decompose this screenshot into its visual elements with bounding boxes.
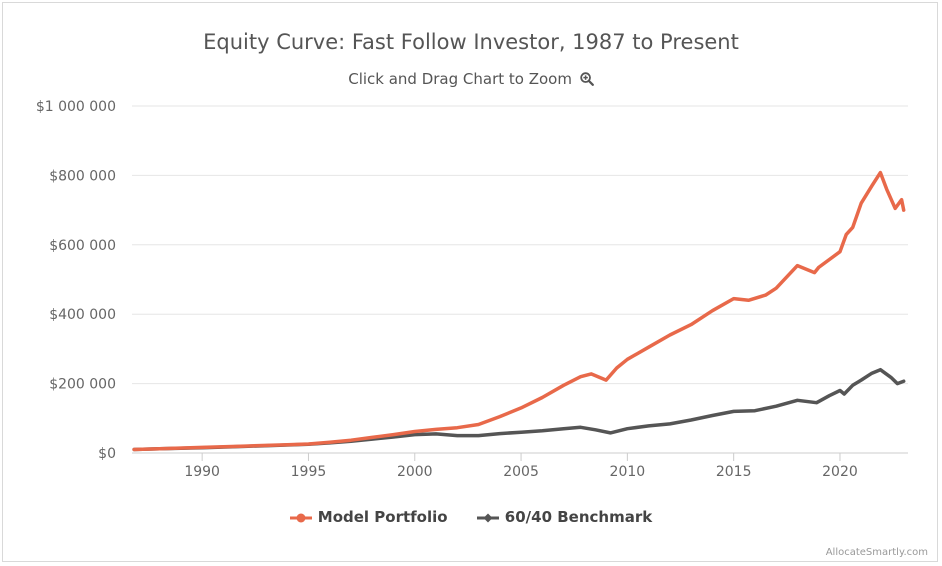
y-tick-label: $200 000 [49, 377, 116, 393]
legend-label-6040-benchmark: 60/40 Benchmark [504, 508, 653, 526]
y-tick-label: $800 000 [49, 168, 116, 184]
chart-subtitle[interactable]: Click and Drag Chart to Zoom [0, 70, 942, 88]
chart-legend: Model Portfolio 60/40 Benchmark [0, 508, 942, 526]
x-tick-label: 2020 [822, 464, 858, 480]
y-tick-label: $1 000 000 [36, 99, 116, 115]
x-tick-label: 1990 [184, 464, 220, 480]
chart-title: Equity Curve: Fast Follow Investor, 1987… [203, 30, 739, 54]
legend-item-model-portfolio[interactable]: Model Portfolio [289, 508, 448, 526]
legend-item-6040-benchmark[interactable]: 60/40 Benchmark [476, 508, 653, 526]
credits-link[interactable]: AllocateSmartly.com [825, 547, 928, 558]
x-tick-label: 2000 [397, 464, 433, 480]
series-line-model-portfolio[interactable] [132, 170, 906, 452]
y-tick-label: $400 000 [49, 307, 116, 323]
legend-label-model-portfolio: Model Portfolio [317, 508, 448, 526]
x-tick-label: 2015 [716, 464, 752, 480]
zoom-in-icon [580, 72, 594, 86]
y-tick-label: $0 [98, 446, 116, 462]
legend-marker-model-portfolio [289, 513, 312, 523]
legend-marker-6040-benchmark [476, 513, 499, 523]
x-tick-label: 1995 [291, 464, 327, 480]
x-tick-label: 2005 [503, 464, 539, 480]
subtitle-text: Click and Drag Chart to Zoom [348, 70, 572, 88]
y-tick-label: $600 000 [49, 238, 116, 254]
x-tick-label: 2010 [610, 464, 646, 480]
